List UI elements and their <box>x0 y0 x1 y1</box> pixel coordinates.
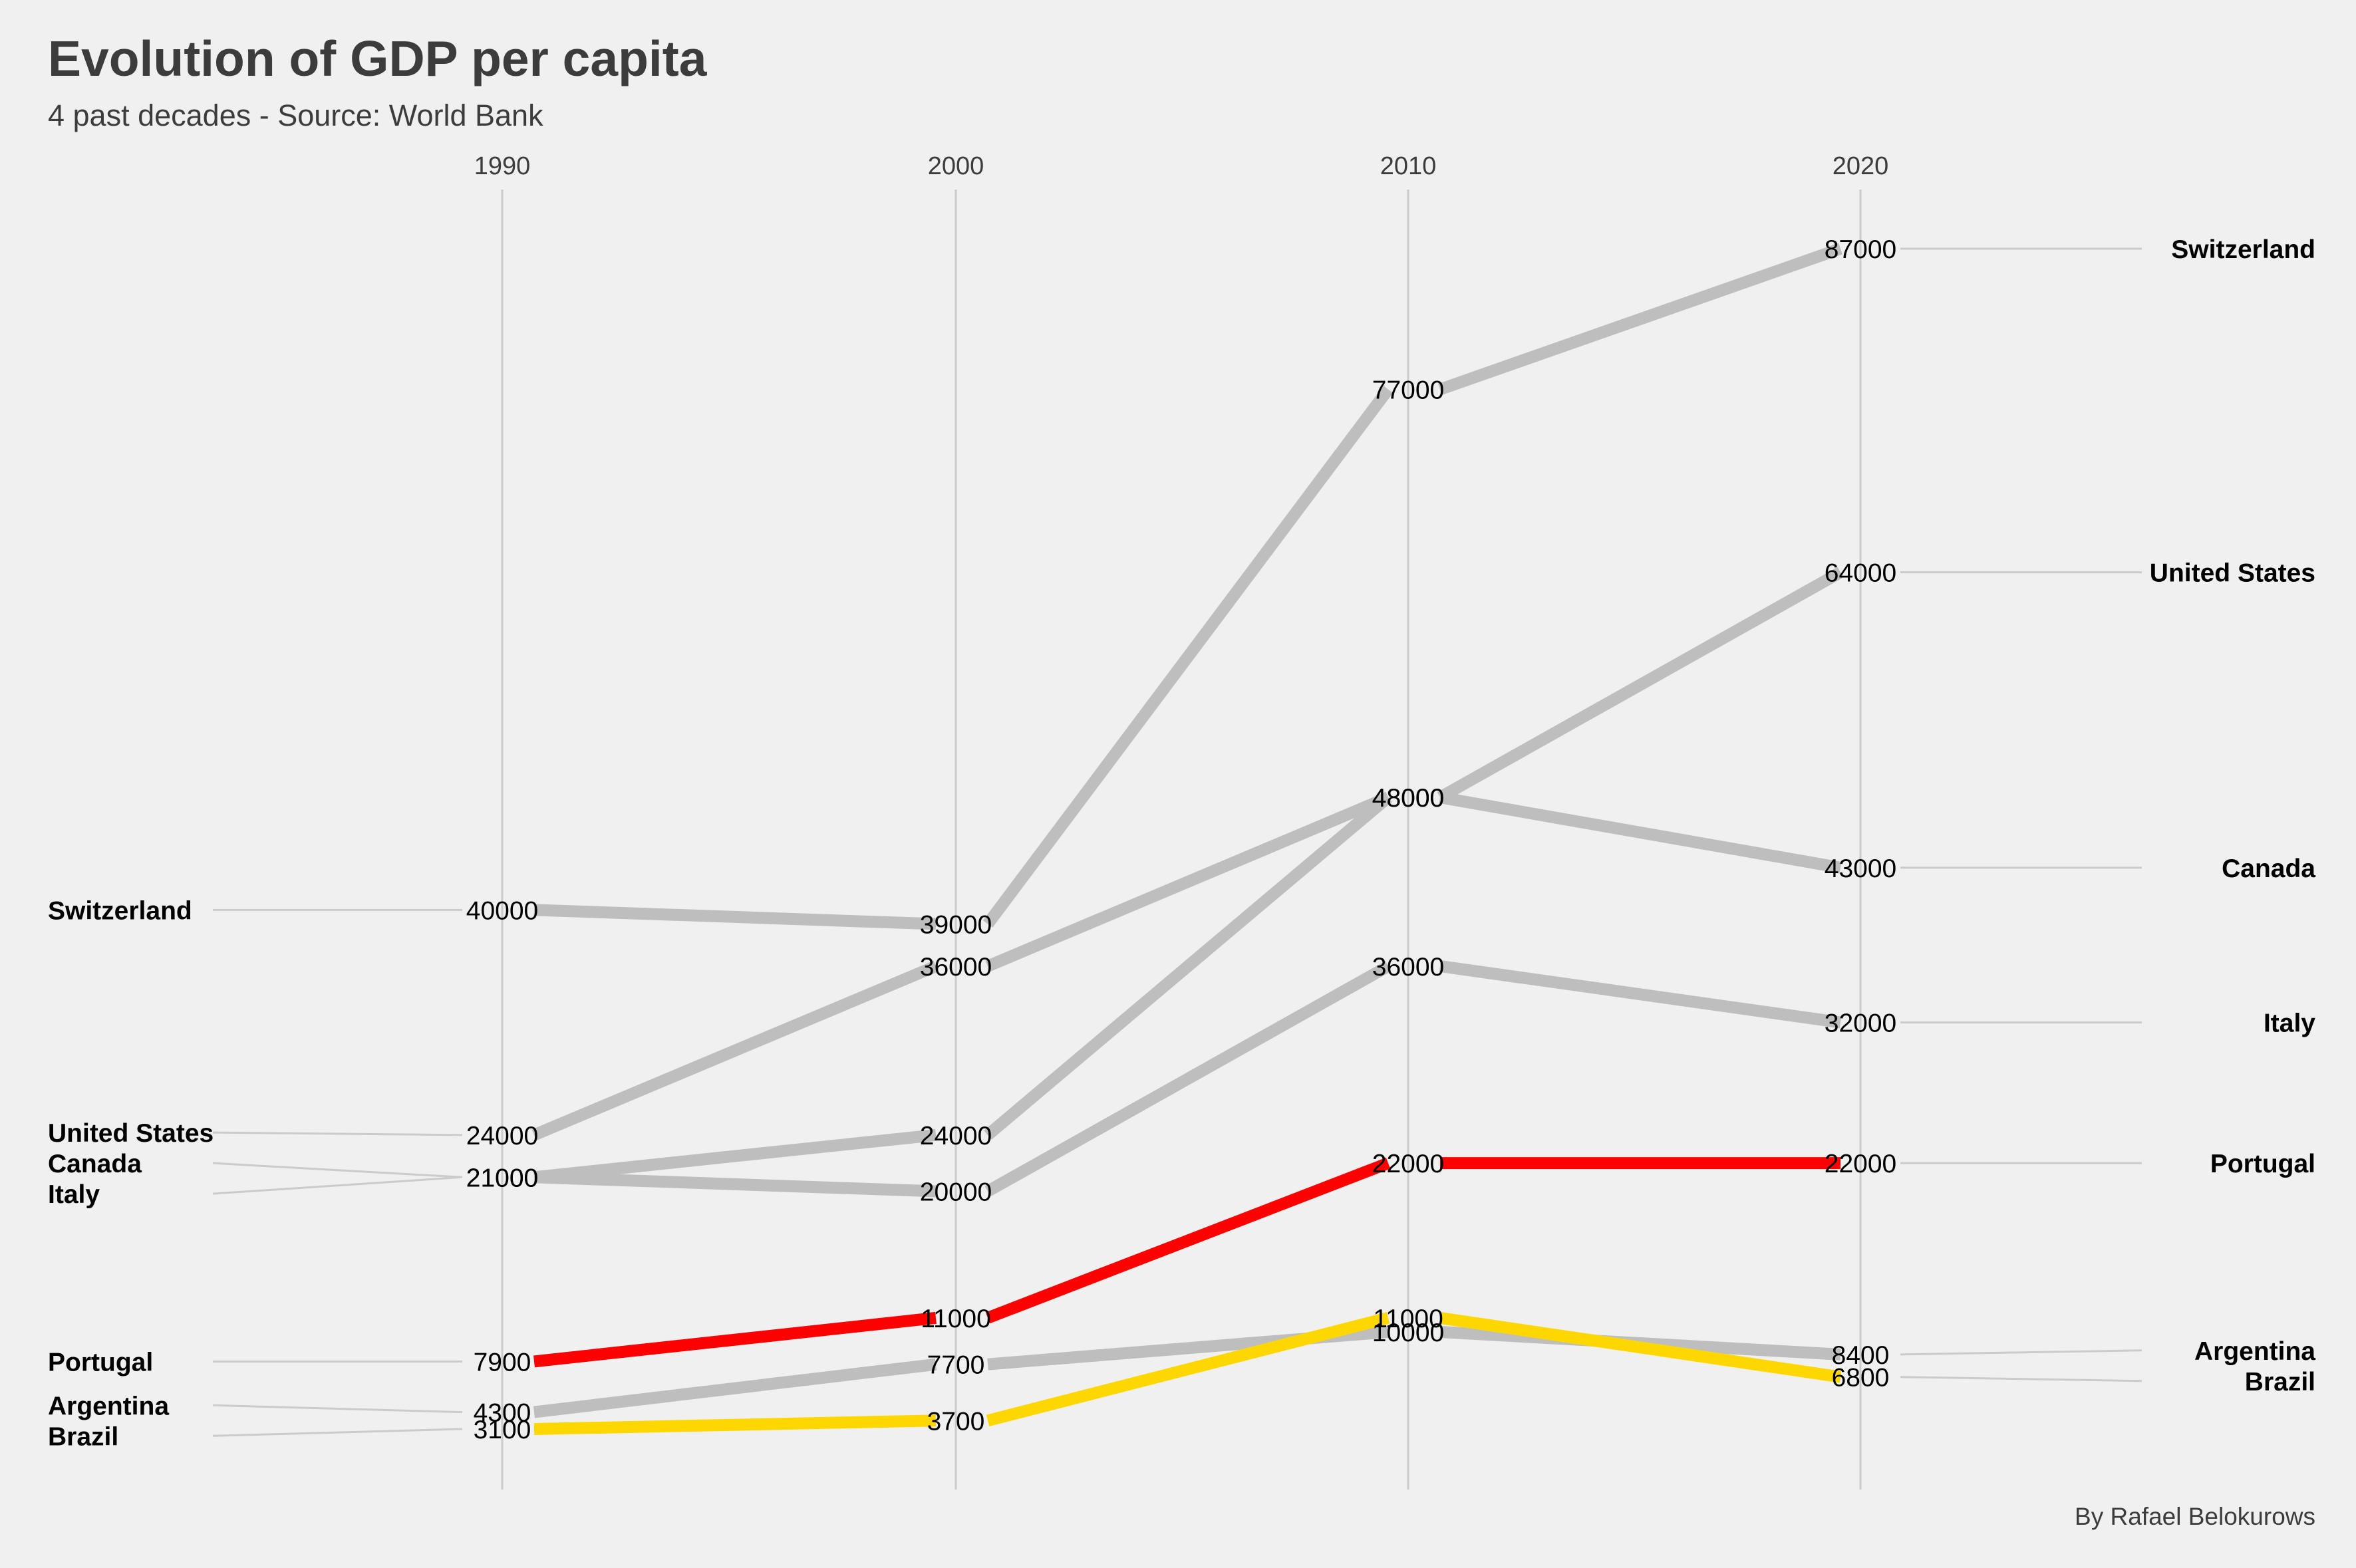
series-segment-brazil-1990-2000 <box>533 1414 937 1435</box>
value-label-switzerland-2010: 77000 <box>1372 376 1444 405</box>
country-label-left-canada: Canada <box>48 1150 142 1178</box>
country-label-right-argentina: Argentina <box>2194 1337 2315 1366</box>
value-label-united-states-2000: 36000 <box>920 953 992 981</box>
connector-left-canada <box>212 1162 463 1178</box>
series-segment-brazil-2010-2020 <box>1439 1311 1842 1383</box>
series-segment-portugal-2000-2010 <box>985 1157 1391 1324</box>
value-label-portugal-1990: 7900 <box>474 1348 531 1376</box>
value-label-united-states-2020: 64000 <box>1825 559 1896 588</box>
value-label-brazil-2020: 6800 <box>1832 1364 1890 1392</box>
chart-caption: By Rafael Belokurows <box>2075 1503 2315 1530</box>
value-label-united-states-1990: 24000 <box>466 1122 538 1150</box>
connector-right-brazil <box>1900 1376 2142 1382</box>
value-label-argentina-1990: 4300 <box>474 1399 531 1428</box>
value-label-brazil-2010: 11000 <box>1373 1305 1443 1333</box>
chart-title: Evolution of GDP per capita <box>48 31 708 86</box>
series-segment-switzerland-2000-2010 <box>982 386 1394 928</box>
series-segment-italy-2010-2020 <box>1439 960 1842 1029</box>
value-label-canada-2020: 43000 <box>1825 854 1896 883</box>
value-label-switzerland-1990: 40000 <box>466 896 538 925</box>
series-lines <box>531 243 1844 1435</box>
country-label-right-italy: Italy <box>2264 1009 2315 1038</box>
value-label-italy-2010: 36000 <box>1372 953 1444 981</box>
value-label-canada-1990: 21000 <box>466 1164 538 1192</box>
country-label-right-portugal: Portugal <box>2210 1150 2315 1178</box>
connector-left-brazil <box>212 1428 463 1437</box>
series-segment-argentina-1990-2000 <box>533 1358 937 1418</box>
label-connectors <box>212 247 2142 1437</box>
country-label-left-switzerland: Switzerland <box>48 896 192 925</box>
value-labels: 40000 39000 77000 87000 24000 36000 48000 64000… <box>466 235 1896 1444</box>
series-segment-united-states-2010-2020 <box>1437 567 1844 803</box>
value-label-portugal-2010: 22000 <box>1372 1150 1444 1178</box>
country-label-left-brazil: Brazil <box>48 1422 118 1451</box>
series-segment-canada-1990-2000 <box>533 1128 937 1184</box>
country-label-right-brazil: Brazil <box>2245 1368 2315 1396</box>
value-label-brazil-2000: 3700 <box>927 1407 985 1436</box>
country-label-right-switzerland: Switzerland <box>2171 235 2315 264</box>
value-label-italy-2020: 32000 <box>1825 1009 1896 1038</box>
country-label-left-portugal: Portugal <box>48 1348 153 1376</box>
year-axes: 1990 2000 2010 2020 <box>474 152 1889 1490</box>
value-label-switzerland-2000: 39000 <box>920 910 992 939</box>
year-label-1990: 1990 <box>474 152 531 180</box>
value-label-portugal-2020: 22000 <box>1825 1150 1896 1178</box>
series-segment-brazil-2000-2010 <box>986 1312 1390 1427</box>
connector-left-italy <box>212 1176 463 1195</box>
value-label-argentina-2020: 8400 <box>1832 1341 1890 1370</box>
country-label-right-canada: Canada <box>2222 854 2315 883</box>
value-label-brazil-1990: 3100 <box>474 1416 531 1444</box>
series-segment-italy-1990-2000 <box>533 1171 937 1198</box>
series-segment-switzerland-2010-2020 <box>1438 243 1842 396</box>
chart-subtitle: 4 past decades - Source: World Bank <box>48 98 543 132</box>
series-segment-switzerland-1990-2000 <box>533 904 937 930</box>
country-label-left-argentina: Argentina <box>48 1392 169 1420</box>
country-label-right-united-states: United States <box>2150 559 2315 588</box>
series-segment-portugal-1990-2000 <box>533 1311 937 1368</box>
connector-left-argentina <box>212 1404 463 1414</box>
connector-left-united-states <box>212 1131 463 1136</box>
series-segment-canada-2000-2010 <box>984 793 1392 1140</box>
series-segment-italy-2000-2010 <box>984 961 1392 1197</box>
series-segment-canada-2010-2020 <box>1439 791 1842 874</box>
year-label-2010: 2010 <box>1380 152 1437 180</box>
value-label-united-states-2010: 48000 <box>1372 784 1444 813</box>
value-label-italy-2000: 20000 <box>920 1178 992 1206</box>
series-segment-united-states-1990-2000 <box>531 960 939 1141</box>
value-label-switzerland-2020: 87000 <box>1825 235 1896 264</box>
value-label-argentina-2010: 10000 <box>1372 1319 1444 1347</box>
value-label-portugal-2000: 11000 <box>921 1305 991 1333</box>
value-label-canada-2000: 24000 <box>920 1122 992 1150</box>
value-label-canada-2010: 48000 <box>1372 784 1444 813</box>
country-label-left-italy: Italy <box>48 1180 100 1209</box>
value-label-italy-1990: 21000 <box>466 1164 538 1192</box>
connector-right-argentina <box>1900 1349 2142 1356</box>
country-label-left-united-states: United States <box>48 1119 214 1148</box>
year-label-2020: 2020 <box>1833 152 1889 180</box>
series-segment-united-states-2000-2010 <box>985 791 1391 972</box>
value-label-argentina-2000: 7700 <box>927 1351 985 1380</box>
year-label-2000: 2000 <box>928 152 984 180</box>
